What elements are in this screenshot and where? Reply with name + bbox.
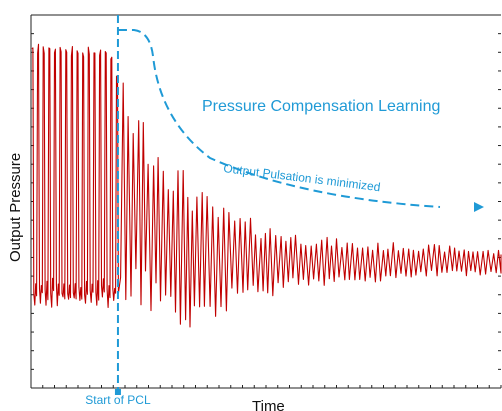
pcl-title-annotation: Pressure Compensation Learning [202, 98, 440, 115]
pulsation-minimized-annotation: Output Pulsation is minimized [223, 161, 382, 194]
pcl-start-label: Start of PCL [85, 393, 151, 407]
arrow-head-icon [474, 202, 484, 212]
axes [30, 14, 502, 389]
x-axis-title: Time [252, 398, 285, 411]
annotations: Start of PCL Pressure Compensation Learni… [85, 15, 484, 407]
output-pressure-signal [31, 43, 502, 328]
pcl-start-marker [114, 389, 121, 395]
pulsation-trend-arrow [117, 29, 441, 208]
y-axis-title: Output Pressure [7, 153, 24, 262]
output-pressure-line [31, 43, 502, 328]
